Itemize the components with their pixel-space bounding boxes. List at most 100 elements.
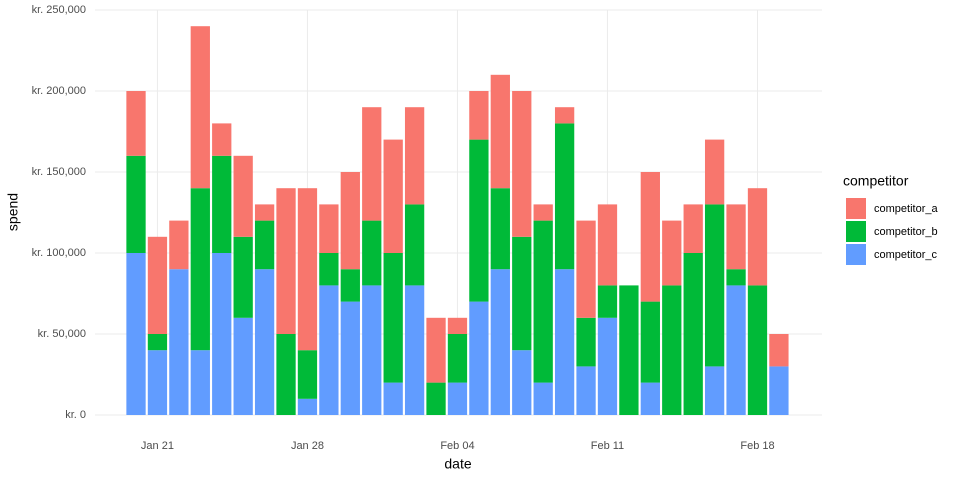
- bar-segment: [640, 172, 660, 302]
- bar-segment: [340, 269, 360, 302]
- bar-segment: [212, 253, 232, 415]
- bar-segment: [554, 123, 575, 270]
- bar-segment: [190, 26, 210, 189]
- legend-label: competitor_b: [874, 226, 938, 238]
- bar-segment: [147, 350, 168, 415]
- bar-segment: [383, 253, 403, 383]
- bar-segment: [490, 269, 510, 415]
- y-tick-label: kr. 100,000: [32, 247, 86, 259]
- bar-segment: [447, 382, 468, 415]
- legend-label: competitor_c: [874, 249, 937, 261]
- x-tick-label: Feb 18: [740, 440, 774, 452]
- bar-segment: [190, 350, 210, 415]
- bar-segment: [469, 301, 489, 415]
- bar-segment: [726, 204, 746, 270]
- bar-segment: [254, 220, 275, 270]
- bar-segment: [276, 188, 296, 334]
- bar-segment: [554, 269, 575, 415]
- bar-segment: [747, 188, 768, 286]
- bar-segment: [404, 204, 425, 286]
- x-tick-label: Jan 28: [291, 440, 324, 452]
- y-axis-title: spend: [5, 193, 21, 231]
- bar-segment: [362, 285, 382, 415]
- bar-segment: [212, 155, 232, 253]
- bar-segment: [404, 285, 425, 415]
- bar-segment: [490, 188, 510, 270]
- bar-segment: [233, 317, 253, 415]
- bar-segment: [319, 253, 339, 286]
- legend-key: [846, 244, 866, 265]
- bar-segment: [533, 204, 553, 221]
- bar-segment: [447, 334, 468, 383]
- bar-segment: [126, 155, 146, 253]
- bar-segment: [597, 317, 618, 415]
- bar-segment: [233, 155, 253, 237]
- x-tick-label: Feb 04: [440, 440, 474, 452]
- bar-segment: [704, 366, 725, 415]
- bar-segment: [426, 317, 446, 383]
- bar-segment: [297, 188, 318, 351]
- legend-title: competitor: [843, 173, 909, 189]
- bar-segment: [726, 285, 746, 415]
- bar-segment: [383, 382, 403, 415]
- bar-segment: [747, 285, 768, 415]
- bar-segment: [319, 285, 339, 415]
- bar-segment: [233, 236, 253, 318]
- bar-segment: [147, 334, 168, 351]
- bar-segment: [512, 91, 532, 237]
- bar-segment: [576, 317, 596, 367]
- bar-segment: [169, 269, 189, 415]
- bar-segment: [683, 253, 703, 415]
- bar-segment: [404, 107, 425, 205]
- bar-segment: [533, 382, 553, 415]
- bar-segment: [683, 204, 703, 253]
- x-axis-title: date: [444, 456, 471, 472]
- bar-segment: [769, 334, 789, 367]
- bar-segment: [254, 269, 275, 415]
- legend-key: [846, 221, 866, 242]
- bar-segment: [704, 139, 725, 205]
- bar-segment: [426, 382, 446, 415]
- bar-segment: [619, 285, 639, 415]
- y-tick-label: kr. 50,000: [38, 328, 86, 340]
- bar-segment: [490, 74, 510, 189]
- bar-segment: [512, 350, 532, 415]
- bar-segment: [447, 317, 468, 334]
- bar-segment: [212, 123, 232, 156]
- bar-segment: [126, 91, 146, 156]
- x-tick-label: Feb 11: [591, 440, 624, 452]
- bar-segment: [704, 204, 725, 367]
- y-tick-label: kr. 200,000: [32, 85, 86, 97]
- bar-segment: [190, 188, 210, 351]
- y-tick-label: kr. 250,000: [32, 4, 86, 16]
- legend-label: competitor_a: [874, 203, 938, 215]
- bar-segment: [576, 366, 596, 415]
- x-tick-label: Jan 21: [141, 440, 174, 452]
- bar-segment: [362, 107, 382, 221]
- bar-segment: [297, 398, 318, 415]
- bar-segment: [533, 220, 553, 383]
- bar-segment: [576, 220, 596, 318]
- bar-segment: [512, 236, 532, 351]
- y-tick-label: kr. 0: [65, 409, 86, 421]
- bar-segment: [554, 107, 575, 124]
- bar-segment: [597, 204, 618, 286]
- bar-segment: [640, 382, 660, 415]
- bar-segment: [726, 269, 746, 286]
- bar-segment: [769, 366, 789, 415]
- bar-segment: [469, 91, 489, 140]
- bar-segment: [126, 253, 146, 415]
- bar-segment: [276, 334, 296, 415]
- bar-segment: [383, 139, 403, 253]
- bar-segment: [469, 139, 489, 302]
- bar-segment: [662, 220, 682, 286]
- y-tick-label: kr. 150,000: [32, 166, 86, 178]
- bar-segment: [169, 220, 189, 270]
- bar-segment: [362, 220, 382, 286]
- bar-segment: [147, 236, 168, 334]
- bar-segment: [597, 285, 618, 318]
- legend-key: [846, 198, 866, 219]
- bar-segment: [319, 204, 339, 253]
- bar-segment: [254, 204, 275, 221]
